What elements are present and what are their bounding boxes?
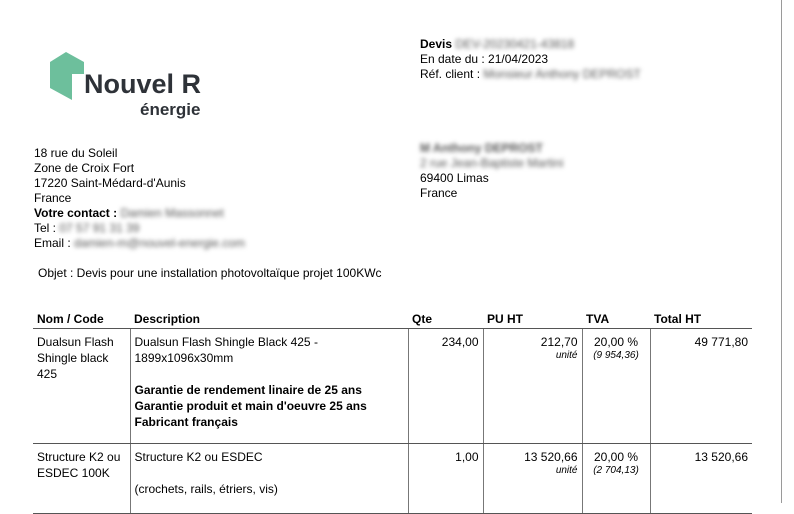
sender-line: 17220 Saint-Médard-d'Aunis [34,176,186,190]
description-extra: (crochets, rails, étriers, vis) [134,482,278,496]
description-text: Dualsun Flash Shingle Black 425 - 1899x1… [134,335,318,365]
description-bold: Garantie produit et main d'oeuvre 25 ans [134,399,367,413]
contact-value: Damien Massonnet [120,206,224,220]
email-value: damien-m@nouvel-energie.com [74,236,245,250]
description-bold: Garantie de rendement linaire de 25 ans [134,383,362,397]
logo-name: Nouvel R [84,69,202,99]
ref-label: Réf. client : [420,67,481,81]
cell-total: 49 771,80 [649,328,752,444]
page-edge [781,0,782,503]
cell-tva: 20,00 % (9 954,36) [581,328,650,444]
table-row: Structure K2 ou ESDEC 100K Structure K2 … [33,443,752,514]
contact-label: Votre contact : [34,206,118,220]
client-country: France [420,186,458,200]
cell-total: 13 520,66 [649,443,752,514]
cell-code: Dualsun Flash Shingle black 425 [33,328,130,444]
cell-pu: 13 520,66 unité [482,443,582,514]
header-total: Total HT [650,309,752,329]
quote-table: Nom / Code Description Qte PU HT TVA Tot… [33,309,752,514]
description-text: Structure K2 ou ESDEC [134,450,263,464]
logo-tagline: énergie [140,100,201,119]
table-header: Nom / Code Description Qte PU HT TVA Tot… [33,309,752,329]
pu-unit: unité [555,350,578,361]
cell-qty: 1,00 [407,443,483,514]
sender-line: 18 rue du Soleil [34,146,118,160]
client-city: 69400 Limas [420,171,489,185]
table-row: Dualsun Flash Shingle black 425 Dualsun … [33,328,752,444]
sender-line: France [34,191,72,205]
tel-value: 07 57 91 31 39 [59,221,140,235]
email-label: Email : [34,236,71,250]
description-bold: Fabricant français [134,415,238,429]
sender-address: 18 rue du Soleil Zone de Croix Fort 1722… [34,146,245,251]
client-street: 2 rue Jean-Baptiste Martini [420,156,564,170]
cell-code: Structure K2 ou ESDEC 100K [33,443,130,514]
quote-info: Devis DEV-20230421-43818 En date du : 21… [420,37,641,82]
ref-value: Monsieur Anthony DEPROST [483,67,641,81]
cell-pu: 212,70 unité [482,328,582,444]
quote-number: DEV-20230421-43818 [455,37,575,51]
sender-line: Zone de Croix Fort [34,161,135,175]
header-code: Nom / Code [33,309,130,329]
tva-amount: (9 954,36) [593,350,639,361]
header-pu: PU HT [483,309,582,329]
pu-unit: unité [555,465,578,476]
quote-date: En date du : 21/04/2023 [420,52,549,66]
cell-description: Dualsun Flash Shingle Black 425 - 1899x1… [129,328,408,444]
header-description: Description [130,309,408,329]
quote-title: Devis [420,37,453,51]
cell-qty: 234,00 [407,328,483,444]
tva-rate: 20,00 % [593,450,639,464]
header-qty: Qte [408,309,483,329]
pu-value: 13 520,66 [524,450,578,464]
client-address: M Anthony DEPROST 2 rue Jean-Baptiste Ma… [420,141,563,201]
tel-label: Tel : [34,221,57,235]
logo-cube-icon [50,52,84,100]
pu-value: 212,70 [540,335,578,349]
cell-description: Structure K2 ou ESDEC (crochets, rails, … [129,443,408,514]
header-tva: TVA [582,309,650,329]
tva-rate: 20,00 % [593,335,639,349]
tva-amount: (2 704,13) [593,465,639,476]
client-name: M Anthony DEPROST [420,141,543,155]
quote-object: Objet : Devis pour une installation phot… [38,266,382,280]
cell-tva: 20,00 % (2 704,13) [581,443,650,514]
